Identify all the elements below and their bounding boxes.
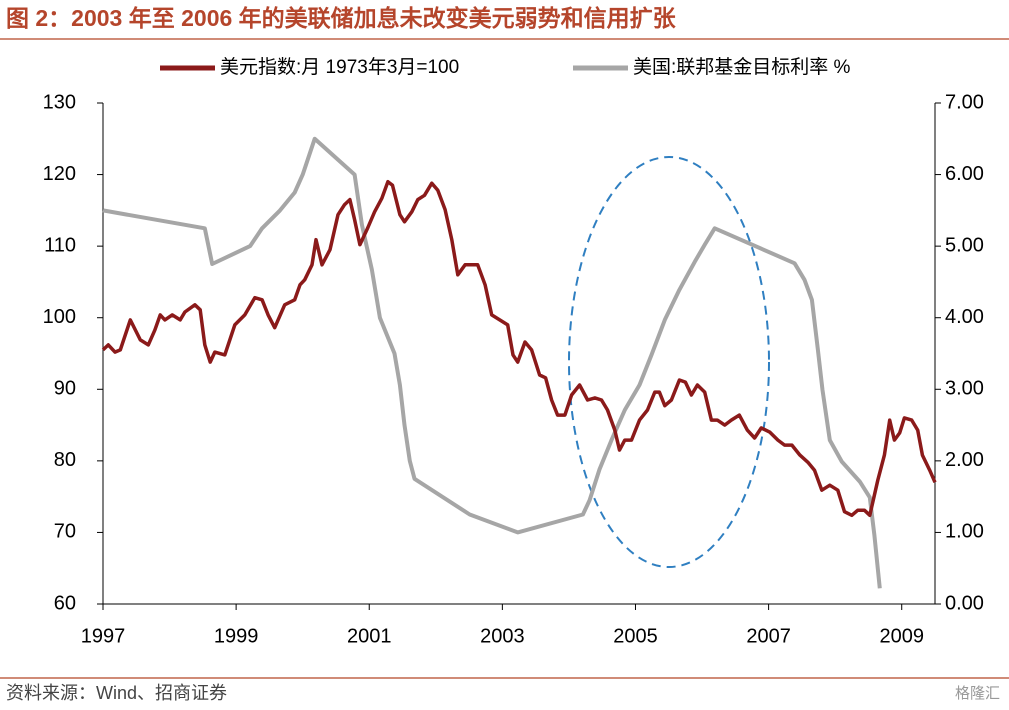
- legend-label: 美元指数:月 1973年3月=100: [220, 56, 459, 78]
- source-note: 资料来源：Wind、招商证券: [6, 683, 227, 703]
- highlight-ellipse: [568, 156, 770, 568]
- x-tick-label: 2007: [746, 625, 791, 647]
- y-tick-label: 80: [54, 449, 76, 471]
- legend-label: 美国:联邦基金目标利率 %: [633, 56, 851, 78]
- y2-tick-label: 5.00: [945, 234, 984, 256]
- y-tick-label: 120: [43, 163, 76, 185]
- y2-tick-label: 3.00: [945, 378, 984, 400]
- series-line: [102, 136, 882, 589]
- y-tick-label: 100: [43, 306, 76, 328]
- series-line: [101, 179, 937, 518]
- y2-tick-label: 6.00: [945, 163, 984, 185]
- watermark: 格隆汇: [955, 685, 1000, 702]
- y2-tick-label: 0.00: [945, 592, 984, 614]
- x-tick-label: 2005: [613, 625, 658, 647]
- x-tick-label: 2009: [879, 625, 924, 647]
- x-tick-label: 2003: [480, 625, 525, 647]
- y2-tick-label: 1.00: [945, 521, 984, 543]
- x-tick-label: 2001: [347, 625, 392, 647]
- x-tick-label: 1997: [81, 625, 126, 647]
- y-tick-label: 90: [54, 378, 76, 400]
- y2-tick-label: 4.00: [945, 306, 984, 328]
- y-tick-label: 60: [54, 592, 76, 614]
- y-tick-label: 130: [43, 91, 76, 113]
- y2-tick-label: 7.00: [945, 91, 984, 113]
- y2-tick-label: 2.00: [945, 449, 984, 471]
- y-tick-label: 70: [54, 521, 76, 543]
- y-tick-label: 110: [44, 234, 76, 256]
- chart-title: 图 2：2003 年至 2006 年的美联储加息未改变美元弱势和信用扩张: [6, 5, 677, 31]
- x-tick-label: 1999: [214, 625, 259, 647]
